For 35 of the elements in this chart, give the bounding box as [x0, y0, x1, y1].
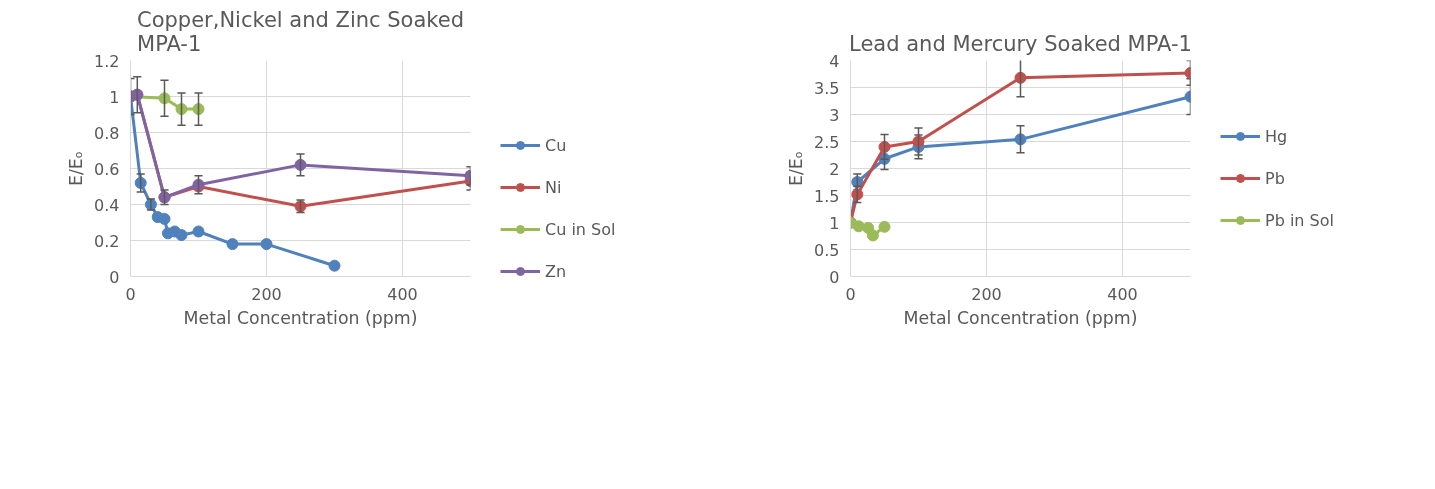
y-tick-label: 0: [109, 267, 120, 287]
legend-label: Pb in Sol: [1265, 210, 1334, 230]
y-tick-label: 1.5: [814, 186, 840, 206]
y-tick-label: 0: [829, 267, 840, 287]
y-tick-label: 0.6: [94, 159, 120, 179]
y-tick-label: 3.5: [814, 78, 840, 98]
legend-label: Zn: [545, 261, 567, 281]
y-axis-title: E/Eₒ: [66, 151, 87, 186]
x-tick-label: 400: [387, 284, 418, 304]
y-tick-label: 3: [829, 105, 840, 125]
y-tick-label: 2: [829, 159, 840, 179]
y-tick-label: 0.4: [94, 195, 120, 215]
legend-label: Pb: [1265, 168, 1285, 188]
y-tick-label: 0.2: [94, 231, 120, 251]
y-tick-label: 2.5: [814, 132, 840, 152]
y-tick-label: 1: [829, 213, 840, 233]
y-tick-label: 4: [829, 51, 840, 71]
x-tick-label: 200: [971, 284, 1002, 304]
x-tick-label: 0: [845, 284, 856, 304]
legend-label: Ni: [545, 177, 563, 197]
legend-label: Cu: [545, 135, 567, 155]
y-tick-label: 1: [109, 87, 120, 107]
x-axis-title: Metal Concentration (ppm): [903, 307, 1138, 328]
x-tick-label: 200: [251, 284, 282, 304]
legend-label: Hg: [1265, 126, 1288, 146]
x-tick-label: 400: [1107, 284, 1138, 304]
chart-title: Copper,Nickel and Zinc Soaked MPA-1: [137, 7, 464, 56]
y-axis-title: E/Eₒ: [786, 151, 807, 186]
y-tick-label: 0.8: [94, 123, 120, 143]
chart-title: Lead and Mercury Soaked MPA-1: [849, 31, 1192, 56]
x-tick-label: 0: [125, 284, 136, 304]
y-tick-label: 1.2: [94, 51, 120, 71]
y-tick-label: 0.5: [814, 240, 840, 260]
legend-label: Cu in Sol: [545, 219, 616, 239]
x-axis-title: Metal Concentration (ppm): [183, 307, 418, 328]
